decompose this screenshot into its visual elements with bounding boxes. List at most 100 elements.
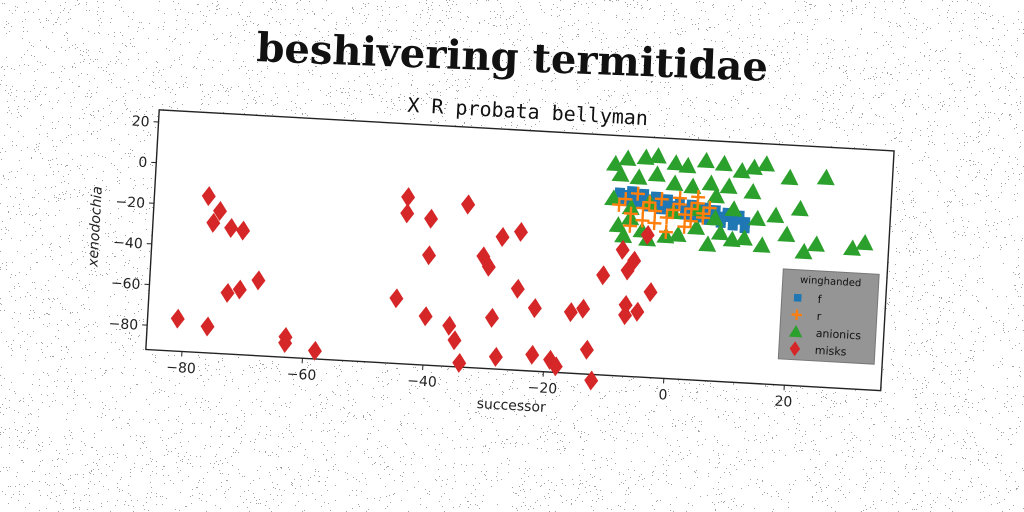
legend-marker — [793, 293, 802, 302]
point-misks — [618, 295, 633, 316]
point-anionics — [747, 209, 766, 227]
legend-title: winghanded — [800, 275, 862, 289]
point-misks — [579, 339, 594, 360]
point-misks — [525, 344, 540, 365]
y-tick-label: −40 — [113, 235, 143, 253]
point-r — [658, 224, 674, 239]
point-anionics — [780, 168, 799, 186]
point-anionics — [678, 156, 697, 174]
x-tick-label: −80 — [166, 360, 196, 378]
point-anionics — [842, 239, 861, 256]
x-tick-label: −40 — [407, 373, 437, 391]
point-anionics — [668, 225, 687, 243]
point-r — [654, 192, 669, 207]
point-f — [727, 220, 739, 231]
point-misks — [481, 256, 496, 277]
point-anionics — [666, 154, 685, 171]
point-misks — [224, 217, 239, 238]
point-r — [684, 201, 699, 216]
point-misks — [307, 340, 322, 361]
point-misks — [251, 270, 266, 291]
point-misks — [170, 308, 185, 329]
legend-label: anionics — [815, 327, 861, 343]
point-anionics — [743, 182, 762, 200]
point-anionics — [734, 229, 753, 246]
point-r — [630, 186, 645, 201]
x-axis-label: successor — [476, 396, 546, 416]
point-misks — [220, 282, 235, 303]
axis-ticks: −80 −60 −40 −20 0 20 20 0 −20 −40 −60 −80 — [108, 114, 793, 411]
legend-marker — [788, 325, 803, 338]
point-misks — [232, 279, 247, 300]
data-marks — [170, 147, 874, 391]
point-misks — [206, 212, 221, 233]
point-r — [683, 214, 698, 229]
legend-marker — [791, 309, 803, 321]
point-misks — [584, 370, 599, 391]
point-misks — [418, 306, 433, 327]
point-anionics — [614, 226, 633, 244]
point-misks — [596, 265, 611, 286]
point-anionics — [618, 149, 637, 166]
y-tick-label: −80 — [108, 316, 138, 334]
point-anionics — [683, 177, 702, 195]
x-tick-label: −60 — [286, 366, 316, 384]
point-r — [623, 218, 638, 233]
point-r — [647, 216, 662, 231]
point-f — [626, 186, 638, 197]
point-misks — [548, 356, 563, 377]
point-r — [635, 213, 650, 228]
axes-frame — [145, 109, 895, 392]
point-misks — [442, 315, 457, 336]
point-misks — [389, 288, 404, 309]
point-anionics — [648, 147, 667, 164]
point-r — [636, 201, 651, 216]
point-anionics — [665, 174, 684, 191]
point-anionics — [604, 189, 623, 206]
y-tick-label: −60 — [110, 275, 140, 293]
point-r — [618, 192, 633, 207]
point-anionics — [647, 165, 666, 182]
point-misks — [576, 298, 591, 319]
point-anionics — [705, 209, 724, 226]
point-misks — [495, 227, 510, 248]
point-misks — [527, 298, 542, 319]
point-misks — [485, 307, 499, 328]
point-misks — [513, 221, 528, 242]
point-anionics — [757, 155, 776, 172]
point-r — [696, 206, 711, 221]
chart-subtitle: X R probata bellyman — [407, 93, 649, 130]
point-anionics — [608, 216, 627, 233]
point-misks — [461, 194, 476, 215]
point-misks — [543, 349, 558, 370]
point-anionics — [696, 151, 715, 169]
point-anionics — [752, 236, 771, 253]
point-misks — [424, 208, 439, 229]
point-misks — [422, 245, 437, 266]
point-misks — [400, 203, 415, 224]
point-misks — [640, 224, 655, 245]
point-misks — [200, 316, 215, 337]
point-anionics — [816, 168, 835, 186]
point-anionics — [706, 187, 725, 204]
point-r — [691, 189, 706, 205]
point-r — [678, 207, 693, 222]
point-misks — [615, 239, 630, 260]
point-anionics — [722, 230, 741, 248]
point-anionics — [714, 154, 733, 172]
point-misks — [627, 250, 642, 271]
point-r — [648, 203, 663, 218]
point-r — [666, 202, 681, 217]
y-tick-label: 20 — [131, 114, 150, 131]
point-anionics — [724, 200, 743, 217]
y-tick-label: −20 — [115, 194, 145, 212]
point-f — [739, 222, 751, 234]
point-anionics — [777, 225, 796, 243]
point-anionics — [698, 235, 717, 252]
x-tick-label: 20 — [774, 394, 793, 411]
point-r — [623, 206, 638, 221]
point-anionics — [766, 206, 785, 224]
legend-marker — [789, 341, 801, 357]
